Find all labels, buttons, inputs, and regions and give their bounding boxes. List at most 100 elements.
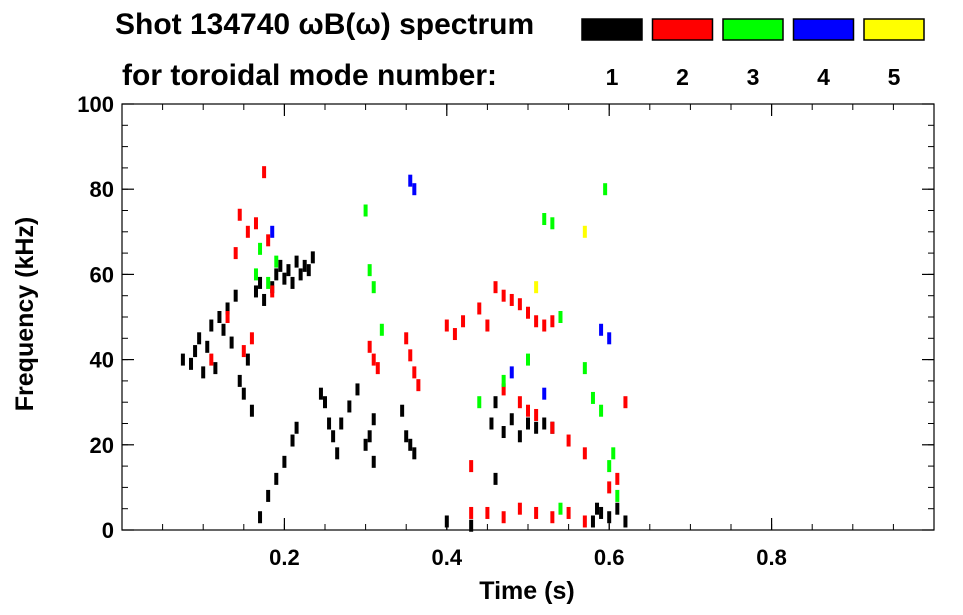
data-point [258, 511, 263, 524]
data-point [534, 421, 539, 434]
data-point [270, 225, 275, 238]
x-tick-label: 0.6 [594, 545, 625, 570]
data-point [249, 332, 254, 345]
data-point [412, 366, 417, 379]
data-point [278, 259, 283, 272]
legend: 1 2 3 4 5 [581, 18, 925, 90]
data-point [412, 447, 417, 460]
data-point [501, 383, 506, 396]
data-point [615, 472, 620, 485]
data-point [509, 293, 514, 306]
data-point [266, 276, 271, 289]
data-point [517, 396, 522, 409]
data-point [274, 268, 279, 281]
data-point [469, 519, 474, 532]
data-point [327, 417, 332, 430]
y-tick-label: 40 [90, 348, 114, 373]
data-point [607, 460, 612, 473]
legend-swatch-1 [581, 18, 643, 41]
y-tick-label: 0 [102, 518, 114, 543]
data-point [258, 242, 263, 255]
data-point [582, 225, 587, 238]
data-point [379, 323, 384, 336]
data-point [517, 502, 522, 515]
data-point [253, 285, 258, 298]
data-point [501, 374, 506, 387]
data-point [266, 234, 271, 247]
data-point [489, 417, 494, 430]
data-point [550, 217, 555, 230]
data-point [509, 366, 514, 379]
data-point [542, 213, 547, 226]
data-point [550, 421, 555, 434]
data-point [509, 413, 514, 426]
data-point [363, 438, 368, 451]
data-point [371, 413, 376, 426]
data-point [245, 225, 250, 238]
data-point [237, 208, 242, 221]
series-mode-5 [534, 225, 587, 294]
data-point [566, 506, 571, 519]
data-point [404, 430, 409, 443]
data-point [550, 315, 555, 328]
data-point [270, 285, 275, 298]
data-point [193, 345, 198, 358]
data-point [485, 506, 490, 519]
data-point [262, 293, 267, 306]
data-point [225, 311, 230, 323]
data-point [245, 353, 250, 366]
data-point [274, 472, 279, 485]
data-point [367, 430, 372, 443]
data-point [367, 264, 372, 277]
data-point [249, 404, 254, 417]
data-point [282, 272, 287, 285]
data-point [363, 204, 368, 217]
data-point [607, 481, 612, 494]
data-point [611, 447, 616, 460]
data-point [452, 328, 457, 341]
data-point [493, 281, 498, 294]
data-point [558, 311, 563, 323]
data-point [599, 404, 604, 417]
data-point [375, 362, 380, 375]
data-point [253, 217, 258, 230]
data-point [331, 430, 336, 443]
data-point [233, 247, 238, 260]
data-point [485, 319, 490, 332]
data-point [550, 511, 555, 524]
data-point [217, 311, 222, 323]
data-point [582, 447, 587, 460]
data-point [209, 353, 214, 366]
data-point [189, 357, 194, 370]
data-marks [180, 166, 628, 532]
data-point [416, 379, 421, 392]
data-point [408, 174, 413, 187]
data-point [221, 323, 226, 336]
data-point [566, 434, 571, 447]
data-point [209, 319, 214, 332]
data-point [197, 332, 202, 345]
data-point [534, 281, 539, 294]
data-point [534, 315, 539, 328]
data-point [347, 400, 352, 413]
data-point [517, 298, 522, 311]
data-point [493, 396, 498, 409]
data-point [526, 306, 530, 319]
data-point [290, 434, 295, 447]
legend-label-3: 3 [747, 64, 760, 90]
data-point [310, 251, 315, 264]
y-tick-label: 100 [77, 92, 114, 117]
data-point [558, 502, 563, 515]
x-axis-label: Time (s) [479, 577, 574, 605]
y-tick-label: 80 [90, 177, 114, 202]
data-point [237, 374, 242, 387]
data-point [201, 366, 206, 379]
x-tick-label: 0.2 [269, 545, 300, 570]
legend-swatch-2 [651, 18, 714, 41]
data-point [526, 417, 530, 430]
data-point [412, 183, 417, 196]
data-point [274, 255, 279, 268]
plot-area: 0.2 0.4 0.6 0.8 0 20 40 60 80 100 [77, 92, 935, 570]
legend-label-5: 5 [888, 64, 901, 90]
